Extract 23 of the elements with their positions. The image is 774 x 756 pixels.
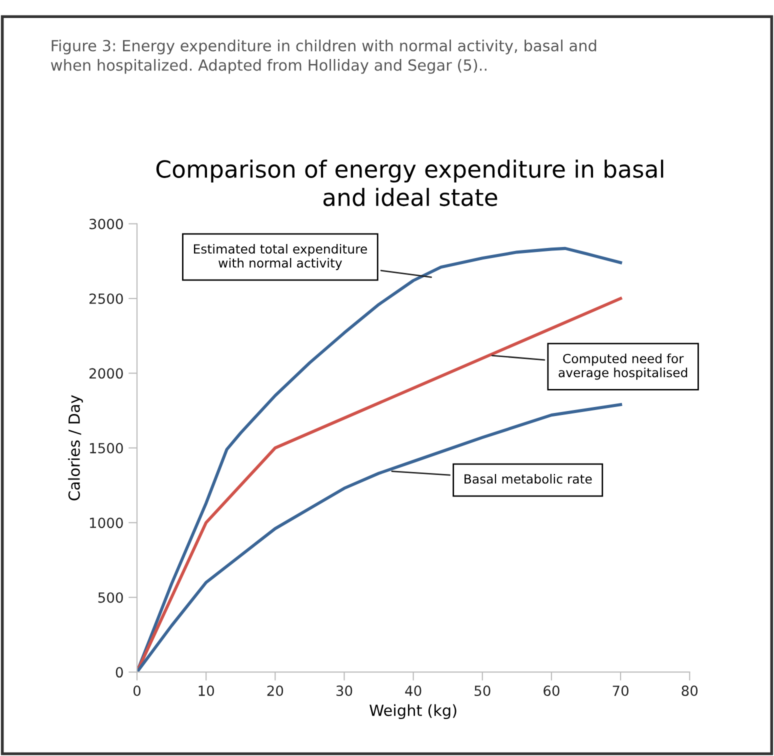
x-tick-label: 70 [612,686,628,696]
y-tick-label: 500 [98,592,123,603]
y-tick-label: 0 [116,667,123,678]
y-tick-label: 2000 [89,368,123,379]
x-tick-label: 20 [267,686,284,696]
y-tick-label: 3000 [90,218,123,230]
y-tick-label: 2500 [89,293,123,304]
x-tick-label: 40 [405,686,422,696]
x-tick-label: 10 [198,686,214,696]
x-tick-label: 60 [544,686,560,696]
x-tick-label: 50 [474,686,490,696]
x-axis-title: Weight (kg) [370,704,456,720]
caption: Figure 3: Energy expenditure in children with normal activity, basal and when hospitalized. Adapted from Holliday and Segar (5).. [50,40,596,74]
annotation: Basal metabolic rate [464,474,592,484]
x-tick-label: 0 [133,686,140,696]
chart-title: Comparison of energy expenditure in basal and ideal state [156,160,664,206]
y-tick-label: 1500 [90,442,123,454]
x-tick-label: 30 [336,686,352,696]
y-axis-title: Calories / Day [68,395,83,500]
y-tick-label: 1000 [90,518,123,528]
x-tick-label: 80 [682,686,698,696]
annotation: Estimated total expenditure with normal activity [194,244,367,270]
annotation: Computed need for average hospitalised [558,354,688,380]
